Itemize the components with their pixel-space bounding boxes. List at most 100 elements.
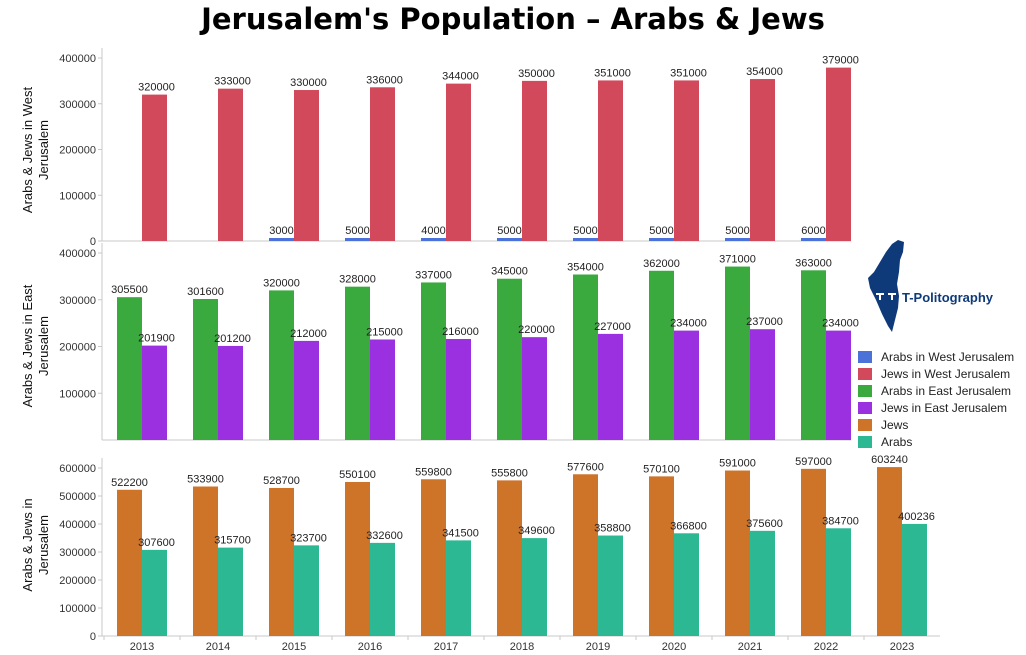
y-axis-label-line: Jerusalem: [36, 120, 51, 180]
y-tick-label: 100000: [59, 603, 96, 615]
data-label: 555800: [491, 467, 528, 479]
bar: [573, 474, 598, 636]
y-tick-label: 500000: [59, 491, 96, 503]
bar: [801, 238, 826, 241]
data-label: 237000: [746, 316, 783, 328]
bar: [826, 330, 851, 440]
legend-item: Jews: [858, 416, 1014, 433]
data-label: 234000: [822, 318, 859, 330]
legend-item: Arabs: [858, 433, 1014, 450]
israel-map-icon: [868, 240, 904, 332]
bar: [725, 470, 750, 636]
data-label: 4000: [421, 225, 445, 237]
data-label: 333000: [214, 76, 251, 88]
bar: [142, 549, 167, 636]
data-label: 201200: [214, 333, 251, 345]
data-label: 358800: [594, 523, 631, 535]
bar: [269, 290, 294, 440]
data-label: 354000: [567, 262, 604, 274]
bar: [421, 238, 446, 241]
data-label: 379000: [822, 55, 859, 67]
x-tick-label: 2017: [434, 641, 458, 653]
bar: [598, 80, 623, 241]
data-label: 363000: [795, 257, 832, 269]
bar: [674, 80, 699, 241]
data-label: 5000: [649, 225, 673, 237]
bar: [598, 535, 623, 636]
data-label: 216000: [442, 326, 479, 338]
data-label: 400236: [898, 511, 935, 523]
data-label: 6000: [801, 225, 825, 237]
logo-mark-icon: [876, 293, 896, 300]
legend-item: Jews in East Jerusalem: [858, 399, 1014, 416]
data-label: 559800: [415, 466, 452, 478]
bar: [370, 339, 395, 440]
data-label: 351000: [670, 67, 707, 79]
legend-label: Jews in East Jerusalem: [881, 400, 1008, 415]
y-axis-label-line: Jerusalem: [36, 316, 51, 376]
bar: [573, 274, 598, 440]
legend-label: Arabs: [881, 434, 913, 449]
y-axis-label: Arabs & Jews in WestJerusalem: [20, 87, 51, 214]
data-label: 533900: [187, 474, 224, 486]
x-tick-label: 2021: [738, 641, 762, 653]
legend-item: Arabs in West Jerusalem: [858, 348, 1014, 365]
data-label: 603240: [871, 454, 908, 466]
logo-text: T-Politography: [902, 290, 994, 305]
bar: [269, 238, 294, 241]
bar: [142, 345, 167, 440]
bar: [269, 487, 294, 636]
data-label: 5000: [345, 225, 369, 237]
x-tick-label: 2014: [206, 641, 230, 653]
data-label: 201900: [138, 333, 175, 345]
bar: [421, 282, 446, 440]
y-tick-label: 300000: [59, 295, 96, 307]
x-tick-label: 2022: [814, 641, 838, 653]
data-label: 344000: [442, 71, 479, 83]
data-label: 366800: [670, 520, 707, 532]
bar: [598, 333, 623, 440]
bar: [446, 339, 471, 440]
bar: [750, 329, 775, 440]
y-axis-label-line: Arabs & Jews in East: [20, 284, 35, 407]
y-axis-label-line: Jerusalem: [36, 515, 51, 575]
y-tick-label: 0: [90, 236, 96, 248]
data-label: 354000: [746, 66, 783, 78]
x-tick-label: 2013: [130, 641, 154, 653]
y-axis-label-line: Arabs & Jews in: [20, 498, 35, 591]
data-label: 350000: [518, 68, 555, 80]
legend-swatch: [858, 384, 872, 397]
legend-swatch: [858, 350, 872, 363]
data-label: 307600: [138, 537, 175, 549]
bar: [294, 340, 319, 440]
bar: [446, 83, 471, 242]
bar: [345, 481, 370, 636]
legend-swatch: [858, 401, 872, 414]
data-label: 341500: [442, 527, 479, 539]
bar: [117, 489, 142, 636]
bar: [750, 530, 775, 636]
legend: Arabs in West Jerusalem Jews in West Jeru…: [858, 348, 1014, 450]
y-tick-label: 400000: [59, 519, 96, 531]
legend-label: Arabs in East Jerusalem: [881, 383, 1012, 398]
bar: [826, 67, 851, 241]
y-axis-label-line: Arabs & Jews in West: [20, 87, 35, 214]
data-label: 330000: [290, 77, 327, 89]
data-label: 577600: [567, 461, 604, 473]
bar: [218, 345, 243, 440]
bar: [294, 90, 319, 242]
data-label: 3000: [269, 225, 293, 237]
data-label: 349600: [518, 525, 555, 537]
logo: T-Politography: [862, 238, 1002, 343]
y-tick-label: 200000: [59, 575, 96, 587]
legend-label: Jews in West Jerusalem: [881, 366, 1011, 381]
bar: [218, 88, 243, 241]
bar: [345, 286, 370, 440]
y-axis-label: Arabs & Jews in EastJerusalem: [20, 284, 51, 407]
legend-label: Jews: [881, 417, 909, 432]
data-label: 345000: [491, 266, 528, 278]
bar: [801, 468, 826, 636]
y-axis-label: Arabs & Jews inJerusalem: [20, 498, 51, 591]
legend-swatch: [858, 418, 872, 431]
